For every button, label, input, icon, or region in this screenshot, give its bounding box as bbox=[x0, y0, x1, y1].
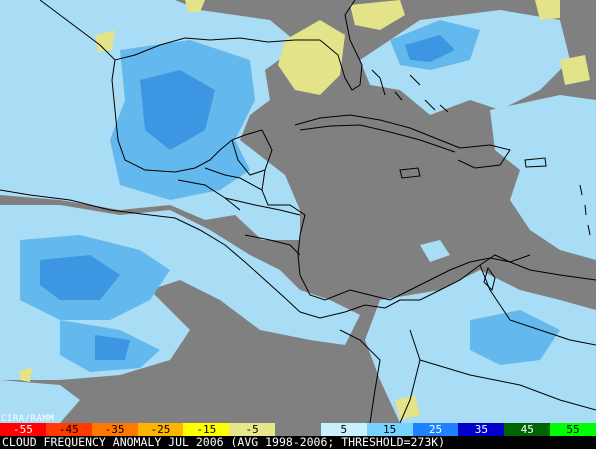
legend-bin: 5 bbox=[320, 423, 367, 436]
legend-bin: -45 bbox=[45, 423, 92, 436]
legend-bin: 55 bbox=[550, 423, 596, 436]
negative-anomaly-yellow bbox=[20, 0, 590, 420]
legend-bin: 15 bbox=[366, 423, 413, 436]
map-caption: CLOUD FREQUENCY ANOMALY JUL 2006 (AVG 19… bbox=[2, 435, 446, 449]
legend-bin: -5 bbox=[229, 423, 276, 436]
positive-anomaly-dark bbox=[40, 35, 455, 360]
credit-label: CIRA/RAMM bbox=[1, 414, 55, 424]
legend-bin: 45 bbox=[504, 423, 551, 436]
legend-bin bbox=[275, 423, 321, 436]
color-legend-bar: -55 -45 -35 -25 -15 -5 5 15 25 35 45 55 bbox=[0, 423, 596, 436]
legend-bin: -55 bbox=[0, 423, 46, 436]
legend-bin: 35 bbox=[458, 423, 505, 436]
legend-bin: -35 bbox=[91, 423, 138, 436]
legend-bin: -15 bbox=[183, 423, 230, 436]
legend-bin: -25 bbox=[137, 423, 184, 436]
coastlines bbox=[0, 0, 596, 424]
legend-bin: 25 bbox=[412, 423, 459, 436]
